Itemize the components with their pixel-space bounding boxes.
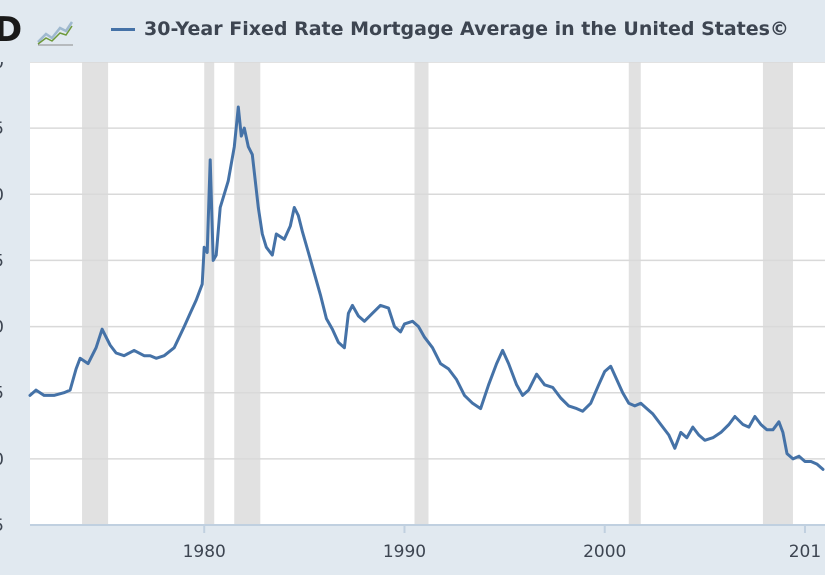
y-tick-label: 0 bbox=[0, 62, 4, 73]
legend[interactable]: 30-Year Fixed Rate Mortgage Average in t… bbox=[111, 17, 789, 41]
y-tick-label: 5 bbox=[0, 384, 4, 404]
x-axis: 1980 1990 2000 201 bbox=[30, 524, 825, 562]
y-axis: 0 5 0 5 0 5 0 5 bbox=[0, 62, 4, 536]
legend-label: 30-Year Fixed Rate Mortgage Average in t… bbox=[144, 18, 789, 40]
recession-bands bbox=[82, 62, 793, 525]
y-tick-label: 5 bbox=[0, 251, 4, 271]
recession-band-4 bbox=[628, 62, 641, 525]
y-tick-label: 5 bbox=[0, 516, 4, 536]
recession-band-5 bbox=[762, 62, 793, 525]
line-graph-icon bbox=[37, 21, 74, 46]
chart-header: D 30-Year Fixed Rate Mortgage Average in… bbox=[0, 0, 825, 62]
y-tick-label: 0 bbox=[0, 318, 4, 338]
series-line-0[interactable] bbox=[28, 105, 825, 471]
series-layer[interactable] bbox=[28, 105, 825, 471]
recession-band-1 bbox=[204, 62, 215, 525]
chart-area: 0 5 0 5 0 5 0 5 1980 1990 2000 201 bbox=[0, 62, 825, 562]
recession-band-3 bbox=[414, 62, 429, 525]
y-tick-label: 0 bbox=[0, 450, 4, 470]
recession-band-2 bbox=[234, 62, 261, 525]
x-tick-label: 2000 bbox=[583, 542, 626, 562]
x-tick-label: 1980 bbox=[183, 542, 226, 562]
y-tick-label: 0 bbox=[0, 185, 4, 205]
y-tick-label: 5 bbox=[0, 119, 4, 139]
x-tick-label: 1990 bbox=[383, 542, 426, 562]
fred-logo[interactable]: D bbox=[0, 10, 22, 50]
legend-swatch bbox=[111, 27, 135, 31]
x-tick-label: 201 bbox=[789, 542, 821, 562]
recession-band-0 bbox=[82, 62, 109, 525]
